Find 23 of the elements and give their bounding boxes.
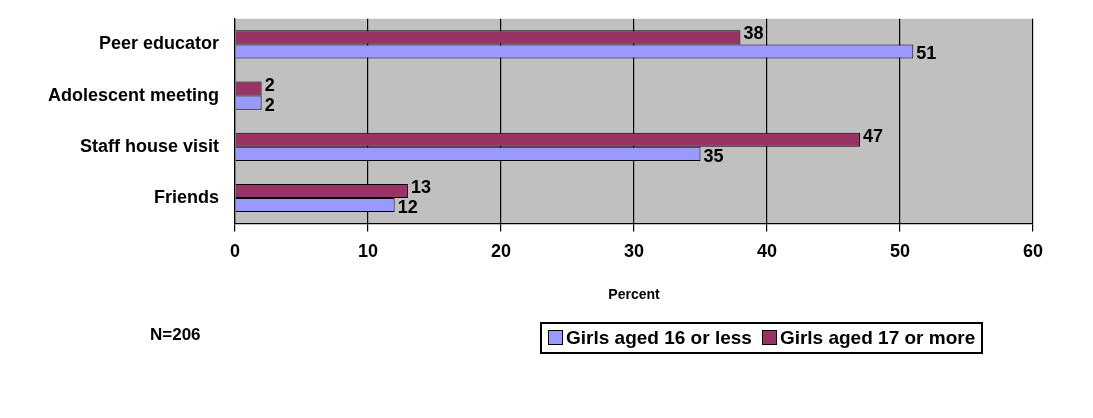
x-tick-label: 20	[491, 241, 512, 262]
data-label: 12	[397, 197, 418, 218]
data-label: 47	[863, 125, 884, 146]
y-tick-label: Peer educator	[98, 33, 220, 54]
y-tick-label: Adolescent meeting	[47, 84, 220, 105]
legend-label: Girls aged 17 or more	[778, 327, 976, 349]
data-label: 13	[410, 176, 431, 197]
data-label: 2	[264, 74, 275, 95]
x-tick-label: 60	[1022, 241, 1044, 262]
x-tick-label: 0	[230, 241, 241, 262]
data-label: 35	[703, 145, 724, 166]
text: N=206	[150, 325, 201, 345]
x-tick-label: 10	[358, 241, 379, 262]
x-tick-label: 50	[889, 241, 911, 262]
data-label: 38	[743, 23, 764, 44]
x-axis-title: Percent	[608, 286, 661, 303]
x-tick-label: 40	[757, 241, 778, 262]
y-tick-label: Friends	[154, 186, 220, 207]
data-label: 2	[264, 94, 275, 115]
x-tick-label: 30	[624, 241, 645, 262]
data-label: 51	[916, 43, 937, 64]
legend-label: Girls aged 16 or less	[565, 327, 752, 349]
y-tick-label: Staff house visit	[80, 135, 220, 156]
